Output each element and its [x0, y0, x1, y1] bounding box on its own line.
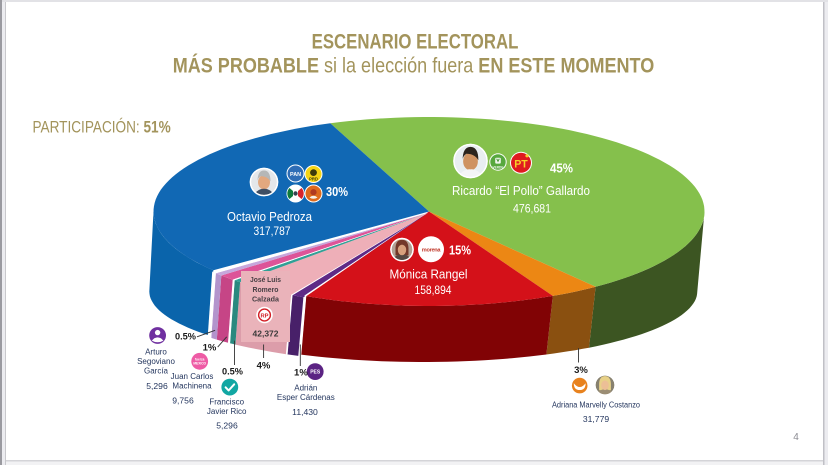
- svg-text:PES: PES: [310, 370, 321, 376]
- svg-text:fuerza: fuerza: [195, 358, 205, 362]
- svg-text:158,894: 158,894: [415, 283, 452, 297]
- svg-text:Francisco: Francisco: [209, 398, 244, 407]
- svg-text:15%: 15%: [449, 244, 471, 258]
- svg-text:317,787: 317,787: [254, 224, 291, 238]
- svg-text:Ricardo “El Pollo” Gallardo: Ricardo “El Pollo” Gallardo: [452, 184, 590, 198]
- svg-text:García: García: [144, 367, 169, 376]
- svg-text:Octavio Pedroza: Octavio Pedroza: [227, 210, 312, 224]
- svg-text:31,779: 31,779: [583, 414, 610, 424]
- svg-text:morena: morena: [422, 248, 442, 254]
- svg-text:9,756: 9,756: [172, 396, 194, 406]
- svg-text:Calzada: Calzada: [252, 295, 280, 304]
- svg-text:Segoviano: Segoviano: [137, 357, 175, 366]
- svg-text:Romero: Romero: [253, 285, 279, 294]
- svg-text:Javier Rico: Javier Rico: [207, 407, 247, 416]
- svg-text:Arturo: Arturo: [145, 348, 167, 357]
- svg-text:1%: 1%: [203, 343, 217, 354]
- svg-text:PAN: PAN: [290, 172, 301, 178]
- svg-text:0.5%: 0.5%: [222, 367, 244, 378]
- svg-text:1%: 1%: [294, 368, 308, 379]
- svg-text:3%: 3%: [574, 365, 588, 376]
- svg-text:476,681: 476,681: [513, 202, 551, 216]
- svg-text:0.5%: 0.5%: [175, 332, 197, 343]
- svg-text:Machinena: Machinena: [172, 382, 212, 391]
- svg-text:Adriana Marvelly Costanzo: Adriana Marvelly Costanzo: [552, 401, 640, 410]
- svg-text:MÁS PROBABLE si la elección fu: MÁS PROBABLE si la elección fuera EN EST…: [173, 53, 655, 78]
- svg-text:ESCENARIO ELECTORAL: ESCENARIO ELECTORAL: [312, 31, 519, 54]
- svg-text:5,296: 5,296: [146, 381, 168, 391]
- svg-text:Mónica Rangel: Mónica Rangel: [390, 267, 468, 282]
- svg-text:45%: 45%: [550, 162, 573, 176]
- svg-text:Esper Cárdenas: Esper Cárdenas: [277, 393, 335, 402]
- svg-text:VERDE: VERDE: [493, 166, 504, 170]
- svg-text:Adrián: Adrián: [294, 384, 317, 393]
- svg-text:RP: RP: [260, 313, 268, 319]
- svg-text:PT: PT: [514, 159, 528, 171]
- svg-text:4%: 4%: [257, 361, 271, 372]
- svg-text:Juan Carlos: Juan Carlos: [171, 372, 214, 381]
- svg-text:5,296: 5,296: [216, 421, 238, 431]
- svg-text:42,372: 42,372: [253, 329, 279, 339]
- svg-text:MEXICO: MEXICO: [193, 362, 206, 366]
- svg-text:11,430: 11,430: [292, 407, 318, 417]
- svg-text:PARTICIPACIÓN: 51%: PARTICIPACIÓN: 51%: [33, 118, 171, 137]
- svg-text:PRD: PRD: [309, 176, 318, 181]
- svg-text:30%: 30%: [326, 185, 348, 199]
- svg-text:José Luis: José Luis: [250, 275, 281, 284]
- svg-text:4: 4: [793, 432, 799, 443]
